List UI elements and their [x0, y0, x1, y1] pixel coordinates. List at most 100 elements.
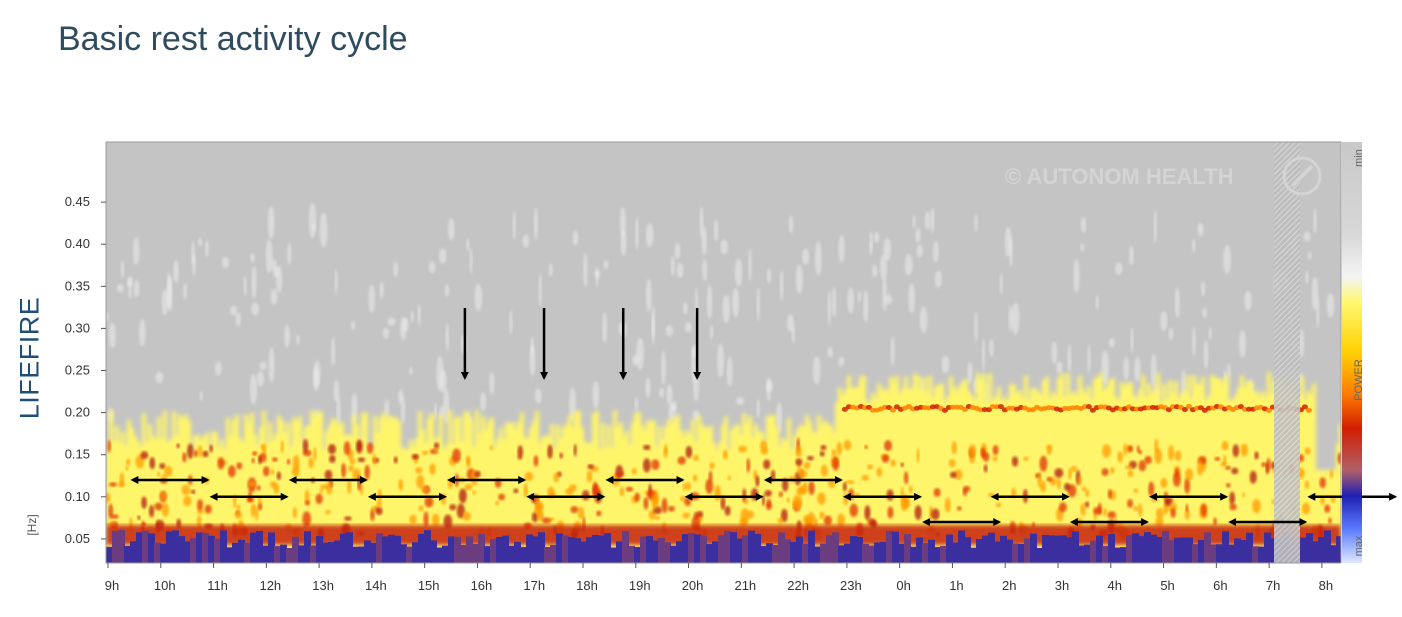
spectrogram-yellow-column	[979, 379, 983, 563]
spectrogram-yellow-column	[520, 412, 524, 563]
spectrogram-yellow-column	[1003, 396, 1007, 563]
spectrogram-wisp	[267, 206, 275, 239]
spectrogram-speckle	[631, 467, 637, 475]
spectrogram-speckle	[677, 456, 686, 465]
spectrogram-yellow-column	[1216, 378, 1220, 563]
spectrogram-speckle	[883, 440, 893, 452]
spectrogram-wisp	[466, 238, 470, 252]
spectrogram-yellow-column	[1207, 395, 1211, 563]
spectrogram-speckle	[156, 472, 161, 477]
spectrogram-speckle	[393, 456, 398, 464]
spectrogram-wisp	[1130, 327, 1134, 353]
spectrogram-speckle	[377, 488, 382, 502]
spectrogram-speckle	[685, 482, 692, 490]
spectrogram-wisp	[847, 287, 855, 314]
spectrogram-wisp	[268, 347, 275, 383]
spectrogram-yellow-column	[127, 419, 131, 563]
watermark-logo-icon	[1282, 156, 1322, 196]
spectrogram-wisp	[221, 256, 229, 269]
spectrogram-wisp	[634, 397, 639, 411]
spectrogram-yellow-column	[874, 398, 878, 563]
spectrogram-yellow-column	[235, 414, 239, 563]
spectrogram-wisp	[1150, 353, 1157, 387]
spectrogram-speckle	[452, 448, 461, 463]
spectrogram-speckle	[255, 506, 259, 521]
spectrogram-speckle	[1127, 469, 1134, 478]
spectrogram-yellow-column	[490, 417, 494, 563]
spectrogram-speckle	[1117, 451, 1123, 463]
spectrogram-speckle	[808, 481, 815, 496]
spectrogram-yellow-column	[1147, 382, 1151, 563]
spectrogram-yellow-column	[121, 431, 125, 563]
spectrogram-floor	[142, 530, 149, 563]
spectrogram-floor	[520, 547, 527, 563]
spectrogram-floor	[352, 546, 359, 563]
spectrogram-speckle	[193, 449, 199, 458]
spectrogram-wisp	[133, 280, 140, 298]
spectrogram-yellow-column	[244, 414, 248, 563]
spectrogram-yellow-column	[916, 375, 920, 563]
spectrogram-yellow-column	[352, 414, 356, 563]
spectrogram-yellow-column	[1261, 391, 1265, 563]
spectrogram-yellow-column	[1090, 399, 1094, 563]
spectrogram-floor	[532, 536, 539, 563]
spectrogram-floor	[1108, 534, 1115, 563]
spectrogram-speckle	[536, 510, 544, 522]
spectrogram-floor	[238, 539, 245, 563]
spectrogram-wisp	[1008, 305, 1013, 332]
spectrogram-wisp	[382, 327, 389, 339]
spectrogram-yellow-column	[1045, 376, 1049, 563]
spectrogram-speckle	[1081, 486, 1087, 492]
spectrogram-yellow-column	[487, 420, 491, 563]
spectrogram-yellow-column	[349, 436, 353, 563]
spectrogram-yellow-column	[880, 389, 884, 563]
spectrogram-speckle	[324, 469, 333, 481]
spectrogram-wisp	[1174, 287, 1180, 318]
spectrogram-yellow-column	[370, 448, 374, 563]
spectrogram-wisp	[272, 266, 280, 278]
spectrogram-wisp	[319, 212, 328, 248]
spectrogram-wisp	[912, 214, 916, 229]
spectrogram-floor	[892, 531, 899, 563]
spectrogram-speckle	[708, 470, 713, 482]
spectrogram-yellow-column	[496, 438, 500, 563]
spectrogram-yellow-column	[1021, 398, 1025, 563]
spectrogram-speckle	[272, 457, 278, 462]
y-tick-label: 0.25	[65, 363, 90, 378]
spectrogram-yellow-column	[475, 410, 479, 563]
spectrogram-yellow-column	[154, 439, 158, 563]
spectrogram-speckle	[256, 485, 261, 491]
spectrogram-speckle	[270, 469, 275, 475]
spectrogram-yellow-column	[997, 386, 1001, 563]
spectrogram-wisp	[702, 258, 708, 282]
spectrogram-speckle	[1329, 469, 1334, 479]
spectrogram-yellow-column	[949, 376, 953, 563]
spectrogram-yellow-column	[553, 448, 557, 563]
spectrogram-floor	[1264, 532, 1271, 563]
spectrogram-floor	[118, 530, 125, 563]
spectrogram-speckle	[1155, 508, 1164, 519]
spectrogram-wisp	[788, 215, 794, 234]
spectrogram-yellow-column	[169, 439, 173, 563]
spectrogram-speckle	[119, 472, 125, 487]
spectrogram-yellow-column	[130, 428, 134, 563]
spectrogram-speckle	[1040, 480, 1046, 493]
spectrogram-wisp	[706, 284, 713, 320]
spectrogram-wisp	[838, 356, 845, 367]
spectrogram-floor	[106, 546, 113, 563]
spectrogram-wisp	[766, 376, 771, 402]
spectrogram-speckle	[727, 475, 732, 481]
spectrogram-yellow-column	[202, 436, 206, 563]
spectrogram-speckle	[651, 459, 660, 471]
spectrogram-yellow-column	[220, 439, 224, 563]
spectrogram-wisp	[334, 268, 338, 294]
spectrogram-wisp	[1160, 311, 1168, 331]
spectrogram-yellow-column	[1258, 396, 1262, 563]
y-tick-label: 0.15	[65, 447, 90, 462]
spectrogram-speckle	[806, 455, 814, 461]
spectrogram-floor	[1306, 533, 1313, 563]
spectrogram-speckle	[761, 494, 766, 507]
spectrogram-floor	[1090, 540, 1097, 563]
spectrogram-speckle	[415, 467, 423, 474]
spectrogram-yellow-column	[1102, 390, 1106, 563]
